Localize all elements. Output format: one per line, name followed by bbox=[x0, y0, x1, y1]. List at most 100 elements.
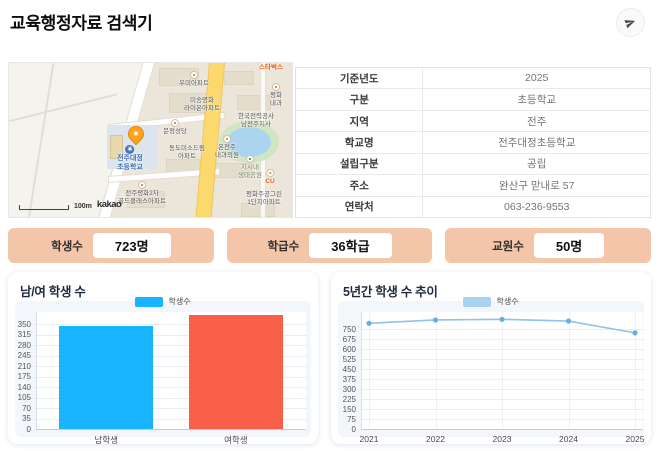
y-tick-label: 210 bbox=[17, 361, 31, 371]
gridline bbox=[361, 329, 643, 331]
y-tick-label: 375 bbox=[342, 374, 356, 384]
map-poi-label: 동도미소드림 아파트 bbox=[169, 145, 205, 160]
gridline bbox=[361, 419, 643, 421]
gridline bbox=[361, 409, 643, 411]
poi-icon bbox=[138, 181, 146, 189]
map-building bbox=[159, 68, 199, 86]
y-tick-label: 140 bbox=[17, 382, 31, 392]
gridline bbox=[361, 349, 643, 351]
table-row: 주소 완산구 맏내로 57 bbox=[296, 175, 650, 197]
trend-line-chart-card: 5년간 학생 수 추이 0 75 150 225 300 375 450 525 600 675 7… bbox=[331, 272, 651, 444]
y-tick-label: 450 bbox=[342, 364, 356, 374]
y-axis bbox=[36, 312, 37, 429]
y-tick-label: 675 bbox=[342, 334, 356, 344]
gridline bbox=[635, 312, 636, 429]
y-tick-label: 70 bbox=[22, 403, 31, 413]
poi-icon bbox=[265, 169, 274, 177]
map-poi-label: 평화 내과 bbox=[270, 83, 282, 108]
gridline bbox=[361, 379, 643, 381]
line-chart-title: 5년간 학생 수 추이 bbox=[343, 285, 438, 299]
y-tick-label: 750 bbox=[342, 324, 356, 334]
poi-icon bbox=[190, 71, 198, 79]
gridline bbox=[361, 359, 643, 361]
table-row-label: 학교명 bbox=[296, 132, 424, 153]
x-tick-label: 2025 bbox=[625, 434, 645, 444]
y-axis bbox=[361, 312, 362, 429]
y-tick-label: 315 bbox=[17, 330, 31, 339]
stat-label: 교원수 bbox=[492, 240, 524, 253]
scale-label: 100m bbox=[74, 203, 92, 210]
gridline bbox=[36, 366, 306, 367]
bar-여학생[interactable] bbox=[188, 315, 284, 429]
data-point-2024[interactable] bbox=[565, 318, 572, 324]
table-row-value: 전주 bbox=[527, 115, 547, 128]
map-field-line bbox=[9, 93, 118, 127]
x-tick-label: 2024 bbox=[559, 434, 578, 444]
gridline bbox=[36, 387, 306, 388]
scale-line bbox=[19, 205, 69, 210]
stat-box-교원수: 교원수 50명 bbox=[445, 228, 652, 263]
bar-chart-title: 남/여 학생 수 bbox=[20, 285, 86, 299]
map-poi-label: 평화주공그린 1단지아파트 bbox=[246, 191, 282, 206]
table-row: 지역 전주 bbox=[296, 110, 650, 133]
chart-legend[interactable]: 학생수 bbox=[8, 296, 318, 307]
bar-chart-plot: 0 35 70 105 140 175 210 245 280 315 350 학생수 남학생 여학생 bbox=[8, 272, 318, 445]
gridline bbox=[435, 312, 437, 429]
gridline bbox=[36, 324, 306, 325]
map-building bbox=[241, 203, 275, 217]
y-tick-label: 225 bbox=[342, 394, 356, 404]
star-pin-marker[interactable]: ★ bbox=[126, 124, 146, 144]
table-row: 구분 초등학교 bbox=[296, 89, 650, 111]
table-row-value: 완산구 맏내로 57 bbox=[498, 179, 575, 192]
kakao-attribution[interactable]: kakao bbox=[96, 199, 122, 210]
y-tick-label: 75 bbox=[347, 414, 356, 424]
map-poi-label: 스타벅스 bbox=[259, 64, 283, 71]
table-row-label: 설립구분 bbox=[296, 153, 424, 175]
kakao-map[interactable]: 우미아파트 스타벅스 평화 내과 미송명화 라이온아파트 한국전력공사 남전주지사 문정성당 온전… bbox=[8, 62, 293, 218]
data-point-2023[interactable] bbox=[499, 316, 505, 322]
table-row-label: 연락처 bbox=[296, 196, 424, 217]
gridline bbox=[36, 355, 306, 357]
poi-icon bbox=[170, 119, 179, 127]
x-axis bbox=[36, 429, 306, 430]
gridline bbox=[568, 312, 570, 429]
map-poi-label: CU bbox=[265, 169, 275, 186]
x-tick-label: 여학생 bbox=[224, 435, 248, 445]
map-school-building bbox=[110, 135, 123, 159]
table-row: 기준년도 2025 bbox=[296, 68, 650, 90]
table-row-label: 주소 bbox=[296, 175, 424, 196]
gridline bbox=[36, 397, 306, 399]
table-row: 연락처 063-236-9553 bbox=[296, 196, 650, 217]
map-poi-label: 온전주 내과의원 bbox=[215, 135, 239, 160]
y-tick-label: 175 bbox=[17, 372, 31, 381]
gridline bbox=[36, 408, 306, 409]
legend-swatch bbox=[135, 296, 164, 307]
gridline bbox=[369, 312, 370, 429]
gridline bbox=[36, 345, 306, 346]
stat-box-학급수: 학급수 36학급 bbox=[226, 228, 433, 263]
trend-line bbox=[366, 316, 638, 336]
data-point-2021[interactable] bbox=[366, 320, 372, 326]
y-tick-label: 280 bbox=[17, 340, 31, 350]
chart-legend[interactable]: 학생수 bbox=[331, 296, 651, 307]
table-row: 학교명 전주대정초등학교 bbox=[296, 132, 650, 154]
table-row-label: 지역 bbox=[296, 110, 424, 132]
y-tick-label: 300 bbox=[342, 384, 356, 394]
legend-label: 학생수 bbox=[496, 297, 519, 306]
y-tick-label: 35 bbox=[22, 414, 31, 423]
y-tick-label: 525 bbox=[342, 354, 356, 364]
line-chart-plot: 0 75 150 225 300 375 450 525 600 675 750 학생수 2021 202… bbox=[331, 272, 651, 444]
send-button[interactable] bbox=[616, 8, 645, 37]
legend-label: 학생수 bbox=[168, 297, 191, 306]
x-axis bbox=[361, 429, 643, 430]
bar-남학생[interactable] bbox=[58, 326, 154, 429]
map-scalebar: 100m kakao bbox=[19, 199, 122, 210]
gridline bbox=[36, 376, 306, 378]
stat-label: 학급수 bbox=[267, 240, 300, 253]
data-point-2025[interactable] bbox=[632, 330, 638, 336]
data-point-2022[interactable] bbox=[432, 317, 439, 323]
y-tick-label: 105 bbox=[17, 393, 31, 402]
school-info-table: 기준년도 2025 구분 초등학교 지역 전주 학교명 전주대정초등학교 설립구분 공립 주소 완산구… bbox=[295, 67, 651, 218]
stat-value: 723명 bbox=[92, 233, 171, 258]
school-icon: ▲ bbox=[125, 145, 135, 154]
